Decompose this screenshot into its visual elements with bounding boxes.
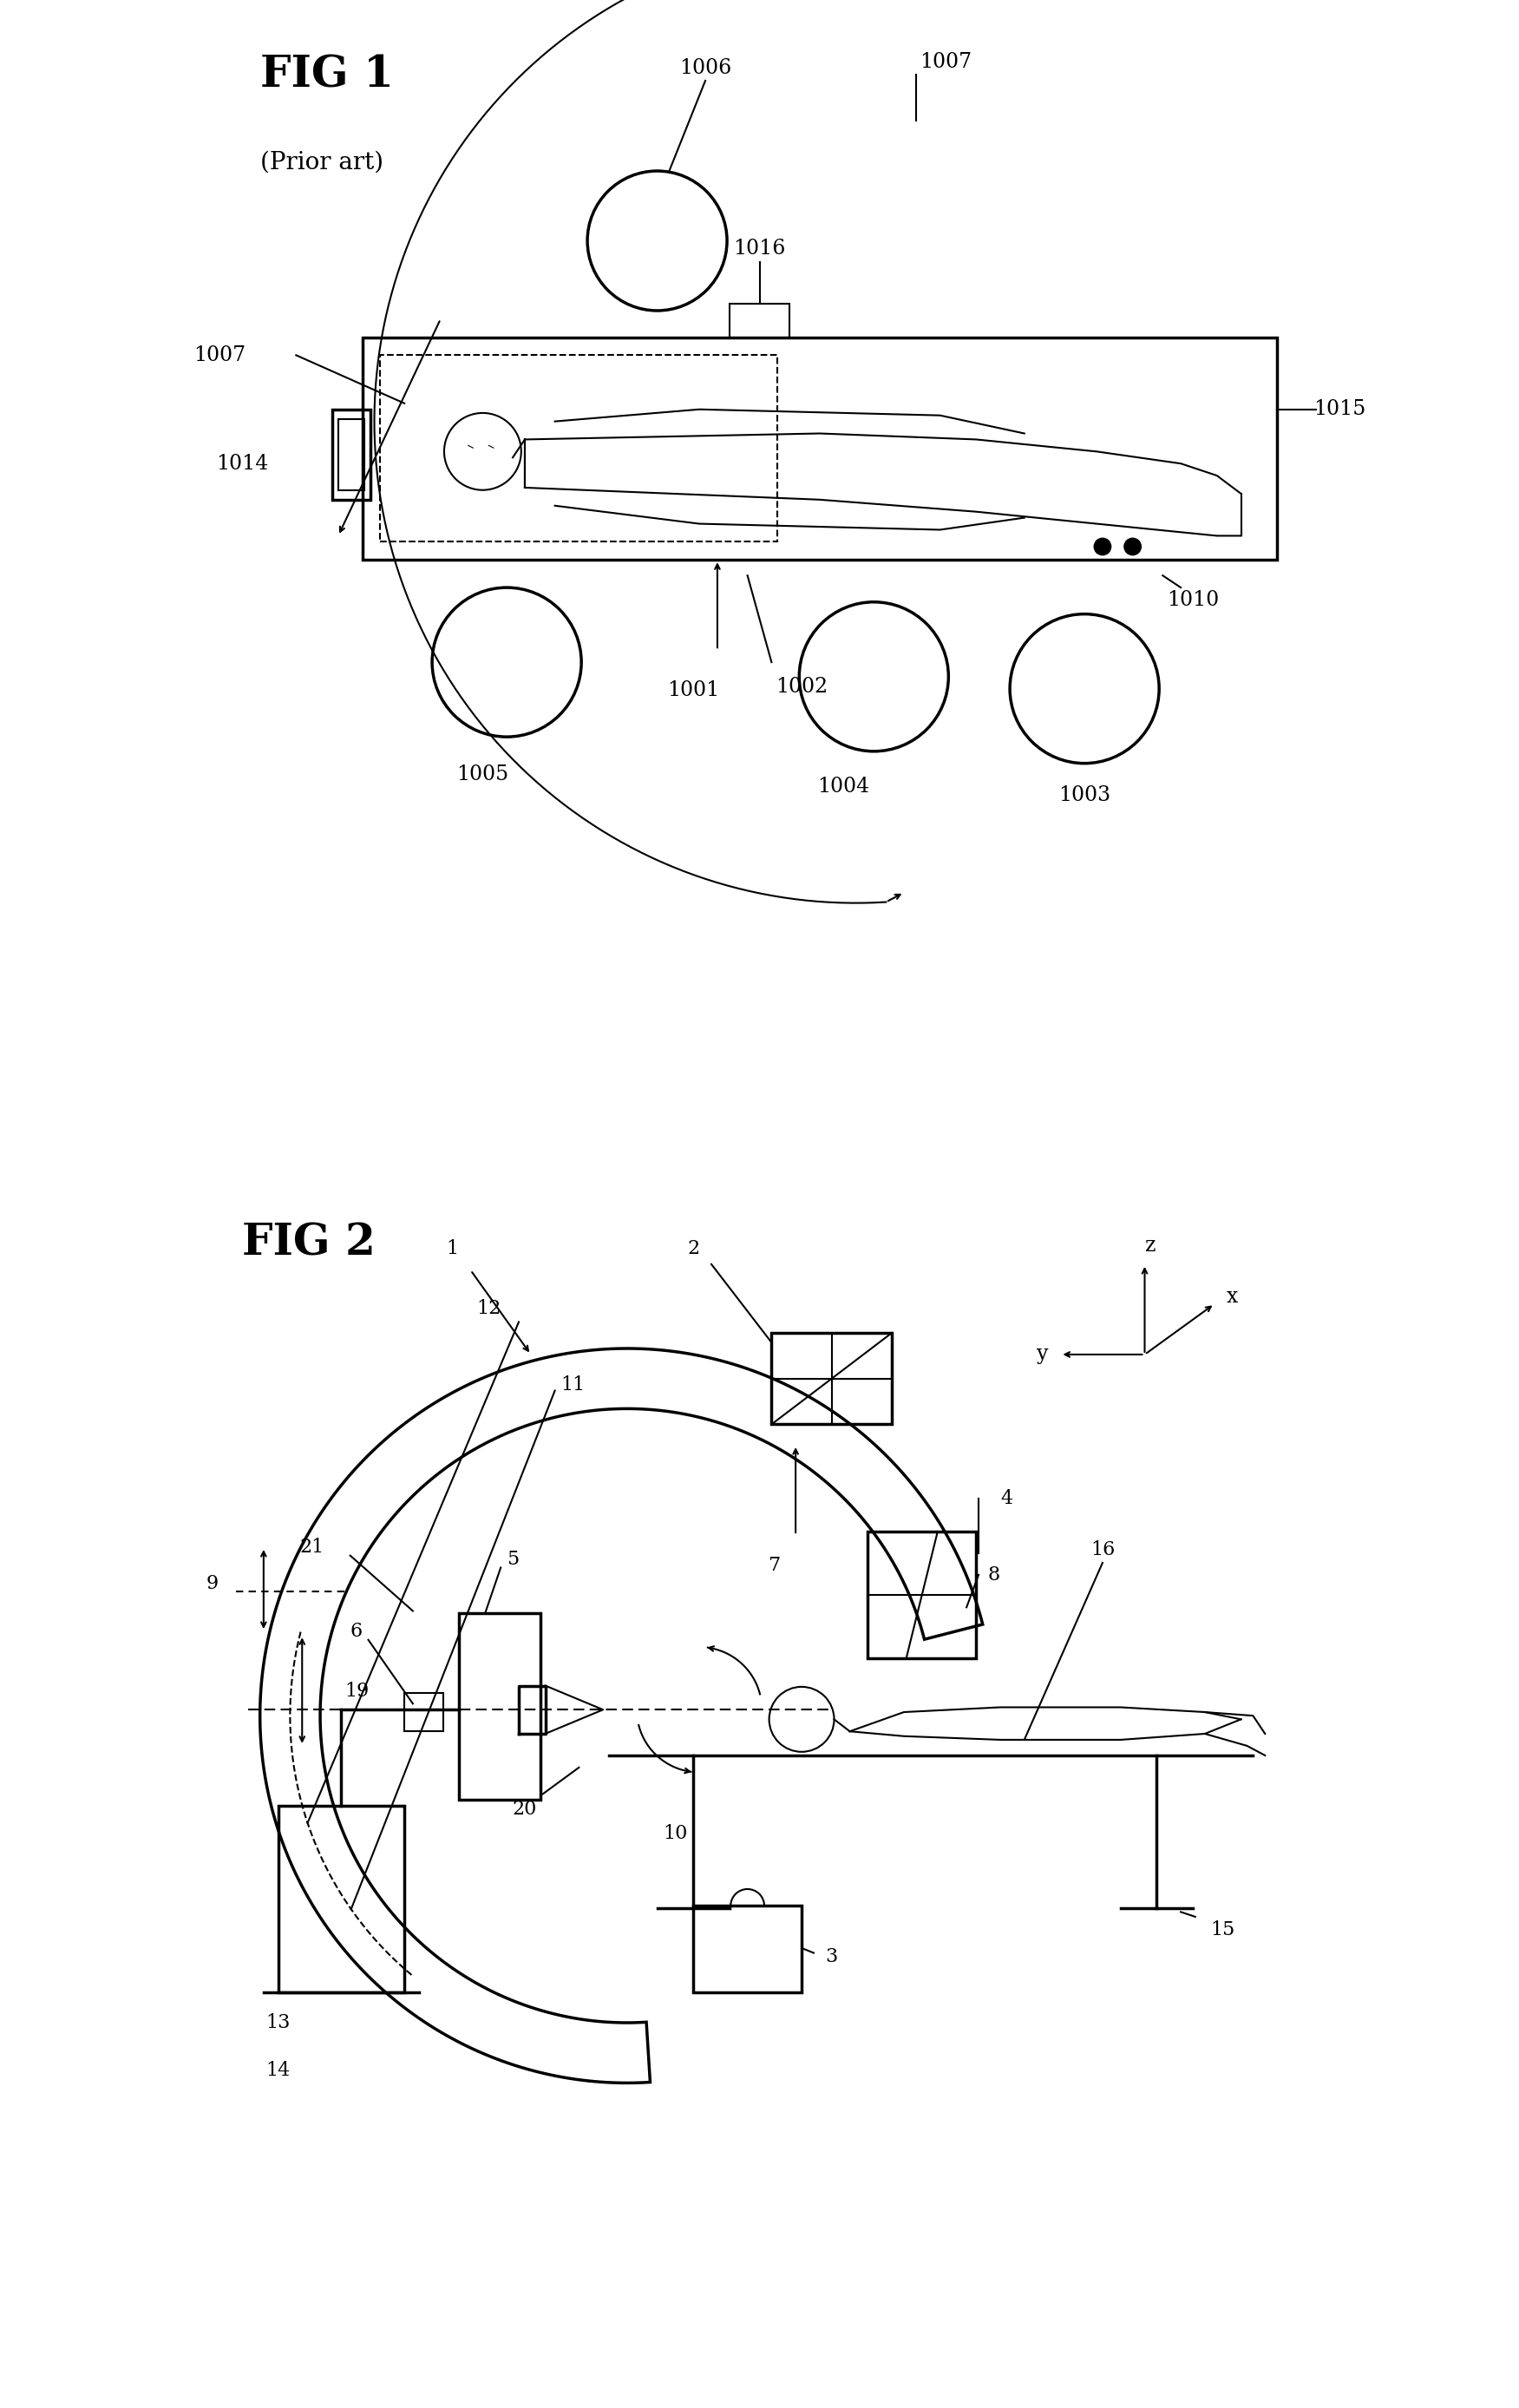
Text: 1005: 1005 xyxy=(457,766,509,785)
Bar xyxy=(459,1613,541,1801)
Text: 1: 1 xyxy=(447,1240,459,1257)
Text: 4: 4 xyxy=(1000,1491,1012,1507)
Text: 1010: 1010 xyxy=(1167,590,1218,609)
Text: 8: 8 xyxy=(987,1565,1001,1584)
Text: 1007: 1007 xyxy=(921,53,972,72)
Text: 9: 9 xyxy=(205,1575,217,1592)
Bar xyxy=(867,1531,977,1657)
Bar xyxy=(772,1332,892,1423)
Text: 1007: 1007 xyxy=(194,344,246,366)
Text: x: x xyxy=(1226,1286,1238,1308)
Text: 21: 21 xyxy=(299,1539,324,1556)
Text: (Prior art): (Prior art) xyxy=(260,149,383,173)
Bar xyxy=(380,354,778,542)
Bar xyxy=(693,1907,802,1994)
Text: 19: 19 xyxy=(345,1683,369,1700)
Text: y: y xyxy=(1036,1344,1048,1365)
Circle shape xyxy=(1124,539,1141,556)
Bar xyxy=(333,409,371,501)
Text: 1015: 1015 xyxy=(1314,400,1366,419)
Text: 12: 12 xyxy=(477,1300,501,1320)
Text: 15: 15 xyxy=(1211,1922,1235,1938)
Text: 3: 3 xyxy=(825,1948,838,1965)
Bar xyxy=(278,1806,404,1994)
Text: 2: 2 xyxy=(687,1240,699,1257)
Text: FIG 2: FIG 2 xyxy=(242,1223,375,1264)
Text: z: z xyxy=(1145,1235,1156,1257)
Text: FIG 1: FIG 1 xyxy=(260,53,393,96)
Bar xyxy=(404,1693,444,1731)
Text: 1016: 1016 xyxy=(734,238,785,260)
Text: 1014: 1014 xyxy=(216,453,269,474)
Circle shape xyxy=(1094,539,1110,556)
Text: 20: 20 xyxy=(512,1801,538,1818)
Text: 1003: 1003 xyxy=(1059,785,1110,804)
Text: 13: 13 xyxy=(266,2013,290,2032)
Text: 1006: 1006 xyxy=(679,58,732,77)
Text: 1004: 1004 xyxy=(817,775,870,797)
Bar xyxy=(729,303,790,337)
Text: 10: 10 xyxy=(662,1825,688,1842)
Bar xyxy=(339,419,365,491)
Text: 14: 14 xyxy=(266,2061,290,2081)
Text: 1001: 1001 xyxy=(667,679,720,701)
Text: 16: 16 xyxy=(1091,1541,1115,1560)
Text: 6: 6 xyxy=(351,1623,363,1640)
Text: 1002: 1002 xyxy=(776,677,828,696)
Bar xyxy=(363,337,1277,561)
Text: 7: 7 xyxy=(767,1556,781,1575)
Text: 11: 11 xyxy=(561,1375,585,1394)
Text: 5: 5 xyxy=(507,1551,519,1568)
